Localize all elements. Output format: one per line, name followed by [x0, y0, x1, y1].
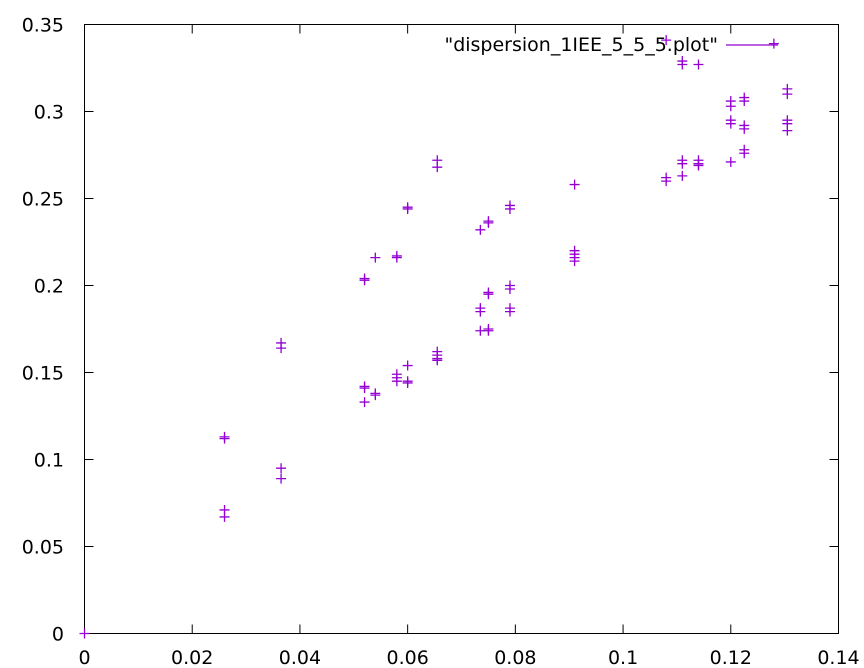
y-tick-label: 0.35 [22, 15, 64, 37]
data-point [359, 275, 370, 286]
data-point [359, 397, 370, 408]
data-point [693, 160, 704, 171]
y-tick-labels: 0 0.05 0.1 0.15 0.2 0.25 0.3 0.35 [22, 15, 64, 646]
y-tick-label: 0.05 [22, 537, 64, 559]
y-tick-label: 0.25 [22, 189, 64, 211]
data-point [504, 203, 515, 214]
x-tick-label: 0.04 [279, 647, 321, 668]
data-point [276, 463, 287, 474]
data-point [661, 35, 672, 46]
y-tick-label: 0.3 [34, 102, 64, 124]
data-point [219, 511, 230, 522]
data-point [402, 377, 413, 388]
data-point [504, 283, 515, 294]
data-point [370, 252, 381, 263]
data-point [677, 59, 688, 70]
data-point [504, 306, 515, 317]
y-tick-label: 0.1 [34, 450, 64, 472]
y-tick-label: 0.2 [34, 276, 64, 298]
data-point [370, 390, 381, 401]
y-tick-label: 0 [52, 624, 64, 646]
data-point [483, 325, 494, 336]
data-point [677, 158, 688, 169]
data-point [276, 343, 287, 354]
data-point [739, 96, 750, 107]
data-point [402, 203, 413, 214]
plot-frame [84, 24, 839, 634]
x-tick-label: 0.06 [386, 647, 428, 668]
data-point [782, 125, 793, 136]
data-point [483, 217, 494, 228]
data-point [661, 176, 672, 187]
data-point [569, 256, 580, 267]
x-tick-label: 0.02 [171, 647, 213, 668]
data-point [432, 355, 443, 366]
y-tick-label: 0.15 [22, 363, 64, 385]
data-point [725, 101, 736, 112]
data-point [391, 376, 402, 387]
x-tick-labels: 0 0.02 0.04 0.06 0.08 0.1 0.12 0.14 [78, 647, 859, 668]
data-point [739, 148, 750, 159]
data-point [219, 431, 230, 442]
data-point [432, 162, 443, 173]
legend: "dispersion_1IEE_5_5_5.plot" [444, 34, 778, 56]
data-point [79, 628, 90, 639]
data-point [782, 89, 793, 100]
x-tick-label: 0 [78, 647, 90, 668]
axis-ticks [84, 24, 839, 634]
x-tick-label: 0.08 [494, 647, 536, 668]
data-point [768, 38, 779, 49]
data-point [475, 306, 486, 317]
data-point [693, 59, 704, 70]
data-point [569, 179, 580, 190]
x-tick-label: 0.14 [817, 647, 859, 668]
x-tick-label: 0.1 [608, 647, 638, 668]
data-point [402, 360, 413, 371]
data-point [725, 156, 736, 167]
legend-label: "dispersion_1IEE_5_5_5.plot" [444, 34, 718, 56]
data-point [391, 252, 402, 263]
data-point [475, 224, 486, 235]
data-point [739, 123, 750, 134]
data-point [483, 289, 494, 300]
data-point [276, 473, 287, 484]
data-point [677, 170, 688, 181]
data-point [359, 383, 370, 394]
x-tick-label: 0.12 [710, 647, 752, 668]
data-point [725, 118, 736, 129]
data-points [79, 35, 793, 639]
